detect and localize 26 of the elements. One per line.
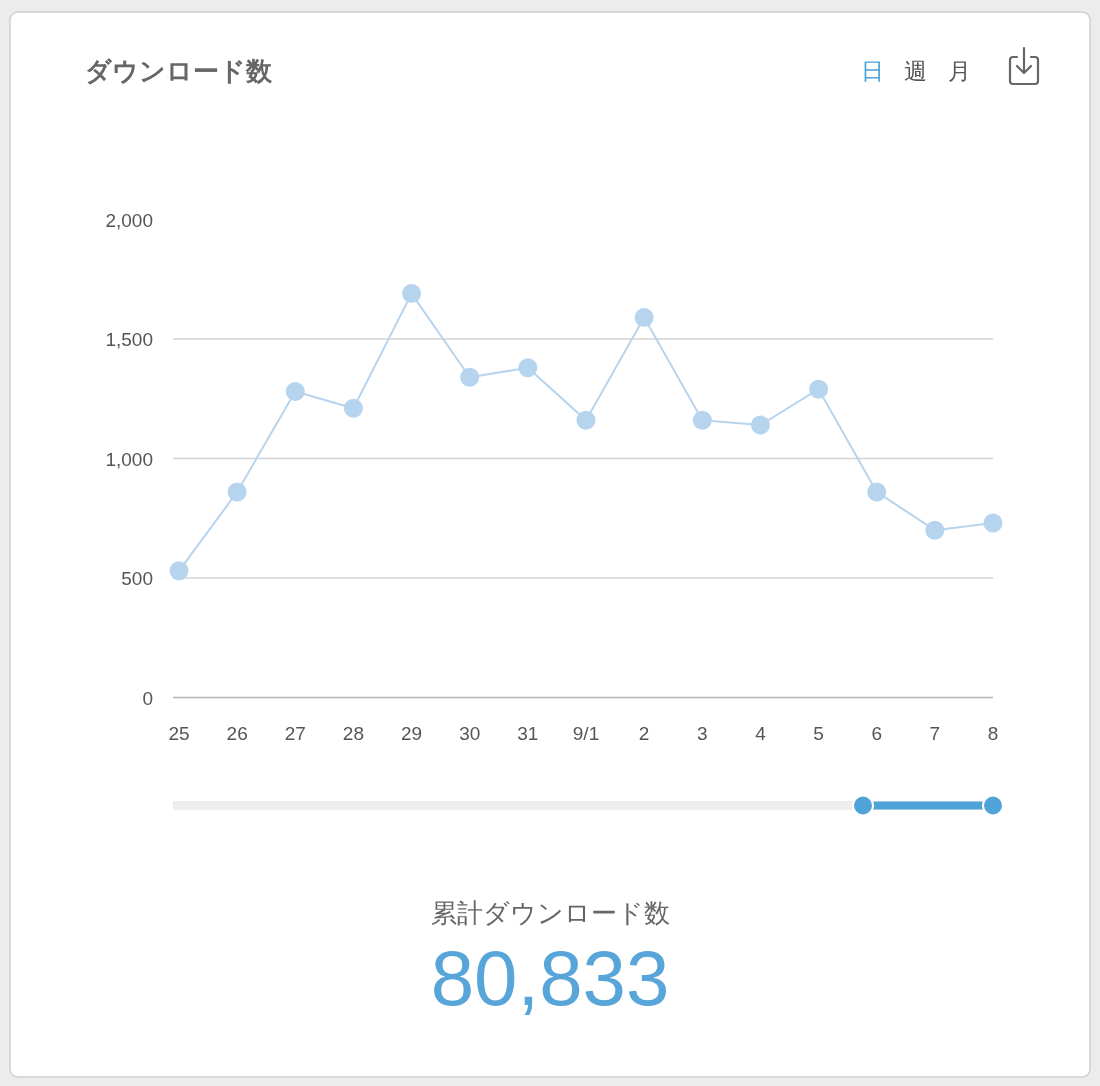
x-tick-label: 26 xyxy=(226,723,248,744)
total-label: 累計ダウンロード数 xyxy=(430,898,670,928)
y-tick-label: 0 xyxy=(142,687,153,709)
x-tick-label: 25 xyxy=(168,723,190,744)
x-tick-label: 8 xyxy=(987,723,999,744)
title: ダウンロード数 xyxy=(85,56,272,86)
x-tick-label: 4 xyxy=(755,723,767,744)
view-switch: 月 xyxy=(947,58,971,84)
y-tick-label: 1,000 xyxy=(105,448,153,470)
x-tick-label: 3 xyxy=(697,723,708,744)
x-tick-label: 5 xyxy=(813,723,824,744)
x-tick-label: 6 xyxy=(871,723,882,744)
x-tick-label: 31 xyxy=(517,723,539,744)
x-tick-label: 29 xyxy=(401,723,423,744)
view-switch: 日 xyxy=(860,58,884,84)
view-switch: 週 xyxy=(903,58,927,84)
x-tick-label: 27 xyxy=(284,723,306,744)
x-tick-label: 7 xyxy=(929,723,941,744)
x-tick-label: 9/1 xyxy=(572,723,600,744)
y-tick-label: 500 xyxy=(121,568,153,589)
y-tick-label: 2,000 xyxy=(105,209,153,231)
x-tick-label: 2 xyxy=(638,723,650,744)
y-tick-label: 1,500 xyxy=(105,329,153,350)
total-value: 80,833 xyxy=(430,934,670,1022)
x-tick-label: 30 xyxy=(459,723,481,744)
x-tick-label: 28 xyxy=(342,723,364,744)
